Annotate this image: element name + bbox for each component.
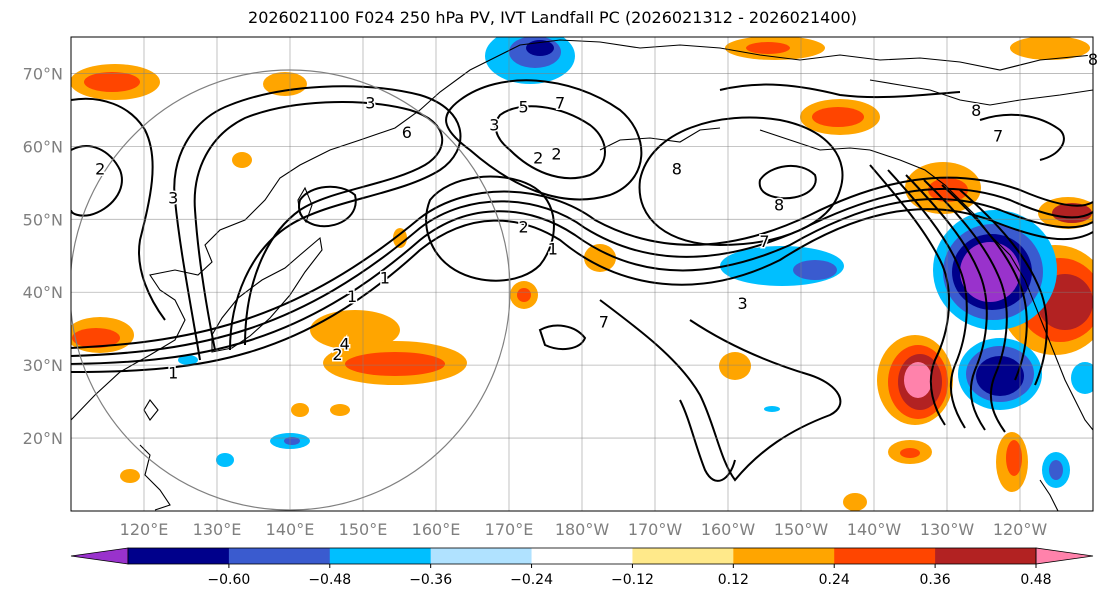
contour-label: 4 [340, 334, 350, 353]
colorbar-tick-label: −0.48 [308, 572, 351, 588]
colorbar-segment [632, 548, 734, 564]
contour-label: 1 [347, 287, 357, 306]
contour-label: 2 [533, 148, 543, 167]
lat-label: 20°N [23, 429, 63, 448]
latitude-labels: 20°N 30°N 40°N 50°N 60°N 70°N [23, 64, 63, 448]
map-frame [70, 36, 1094, 512]
colorbar-tick-label: 0.36 [920, 572, 951, 588]
contour-label: 8 [774, 196, 784, 215]
contour-label: 2 [519, 218, 529, 237]
contour-label: 6 [402, 123, 412, 142]
region-circle [71, 69, 511, 511]
colorbar-tick-label: −0.12 [611, 572, 654, 588]
lat-label: 50°N [23, 210, 63, 229]
contour-label: 2 [551, 145, 561, 164]
lon-label: 150°E [339, 520, 388, 539]
contour-label: 5 [519, 97, 529, 116]
colorbar-tick-label: −0.36 [409, 572, 452, 588]
colorbar-segment [935, 548, 1037, 564]
colorbar-tick-label: 0.24 [819, 572, 850, 588]
lon-label: 120°E [120, 520, 169, 539]
lon-label: 160°E [412, 520, 461, 539]
lat-label: 60°N [23, 137, 63, 156]
contour-label: 3 [168, 188, 178, 207]
contour-label: 7 [555, 94, 565, 113]
lon-label: 130°E [193, 520, 242, 539]
colorbar-frame [127, 547, 1037, 565]
colorbar-segment [128, 548, 230, 564]
lon-label: 180°W [555, 520, 610, 539]
longitude-labels: 120°E 130°E 140°E 150°E 160°E 170°E 180°W 170°W… [120, 520, 1048, 539]
graticule [71, 37, 1093, 511]
contour-label: 8 [971, 101, 981, 120]
contour-label: 3 [738, 294, 748, 313]
lon-label: 140°E [266, 520, 315, 539]
lat-label: 40°N [23, 283, 63, 302]
lon-label: 130°W [920, 520, 975, 539]
colorbar-tick-label: −0.24 [510, 572, 553, 588]
contour-label: 2 [95, 159, 105, 178]
colorbar-tick-label: −0.60 [207, 572, 250, 588]
lon-label: 120°W [993, 520, 1048, 539]
lat-label: 70°N [23, 64, 63, 83]
lon-label: 170°E [485, 520, 534, 539]
contour-label: 7 [599, 312, 609, 331]
lat-label: 30°N [23, 356, 63, 375]
contour-label: 1 [380, 269, 390, 288]
colorbar-tick-label: 0.12 [718, 572, 749, 588]
lon-label: 170°W [628, 520, 683, 539]
colorbar-segment [329, 548, 432, 564]
contour-label: 3 [365, 94, 375, 113]
colorbar: −0.60 −0.48 −0.36 −0.24 −0.12 0.12 0.24 0.36 0.4… [70, 547, 1094, 588]
colorbar-segment [430, 548, 533, 564]
contour-label: 1 [548, 239, 558, 258]
pc-shading-layer [71, 37, 1093, 511]
lon-label: 150°W [774, 520, 829, 539]
colorbar-segment [733, 548, 835, 564]
contour-label: 7 [759, 232, 769, 251]
lon-label: 160°W [701, 520, 756, 539]
colorbar-extend-low [70, 547, 129, 565]
contour-label: 2 [332, 345, 342, 364]
map-title: 2026021100 F024 250 hPa PV, IVT Landfall… [248, 8, 857, 27]
colorbar-segment [228, 548, 331, 564]
contour-label: 8 [672, 159, 682, 178]
colorbar-segment [531, 548, 633, 564]
colorbar-segment [834, 548, 936, 564]
contour-label: 3 [489, 116, 499, 135]
contour-label: 1 [168, 363, 178, 382]
colorbar-extend-high [1035, 547, 1094, 565]
colorbar-tick-label: 0.48 [1020, 572, 1051, 588]
contour-label: 7 [993, 126, 1003, 145]
lon-label: 140°W [847, 520, 902, 539]
